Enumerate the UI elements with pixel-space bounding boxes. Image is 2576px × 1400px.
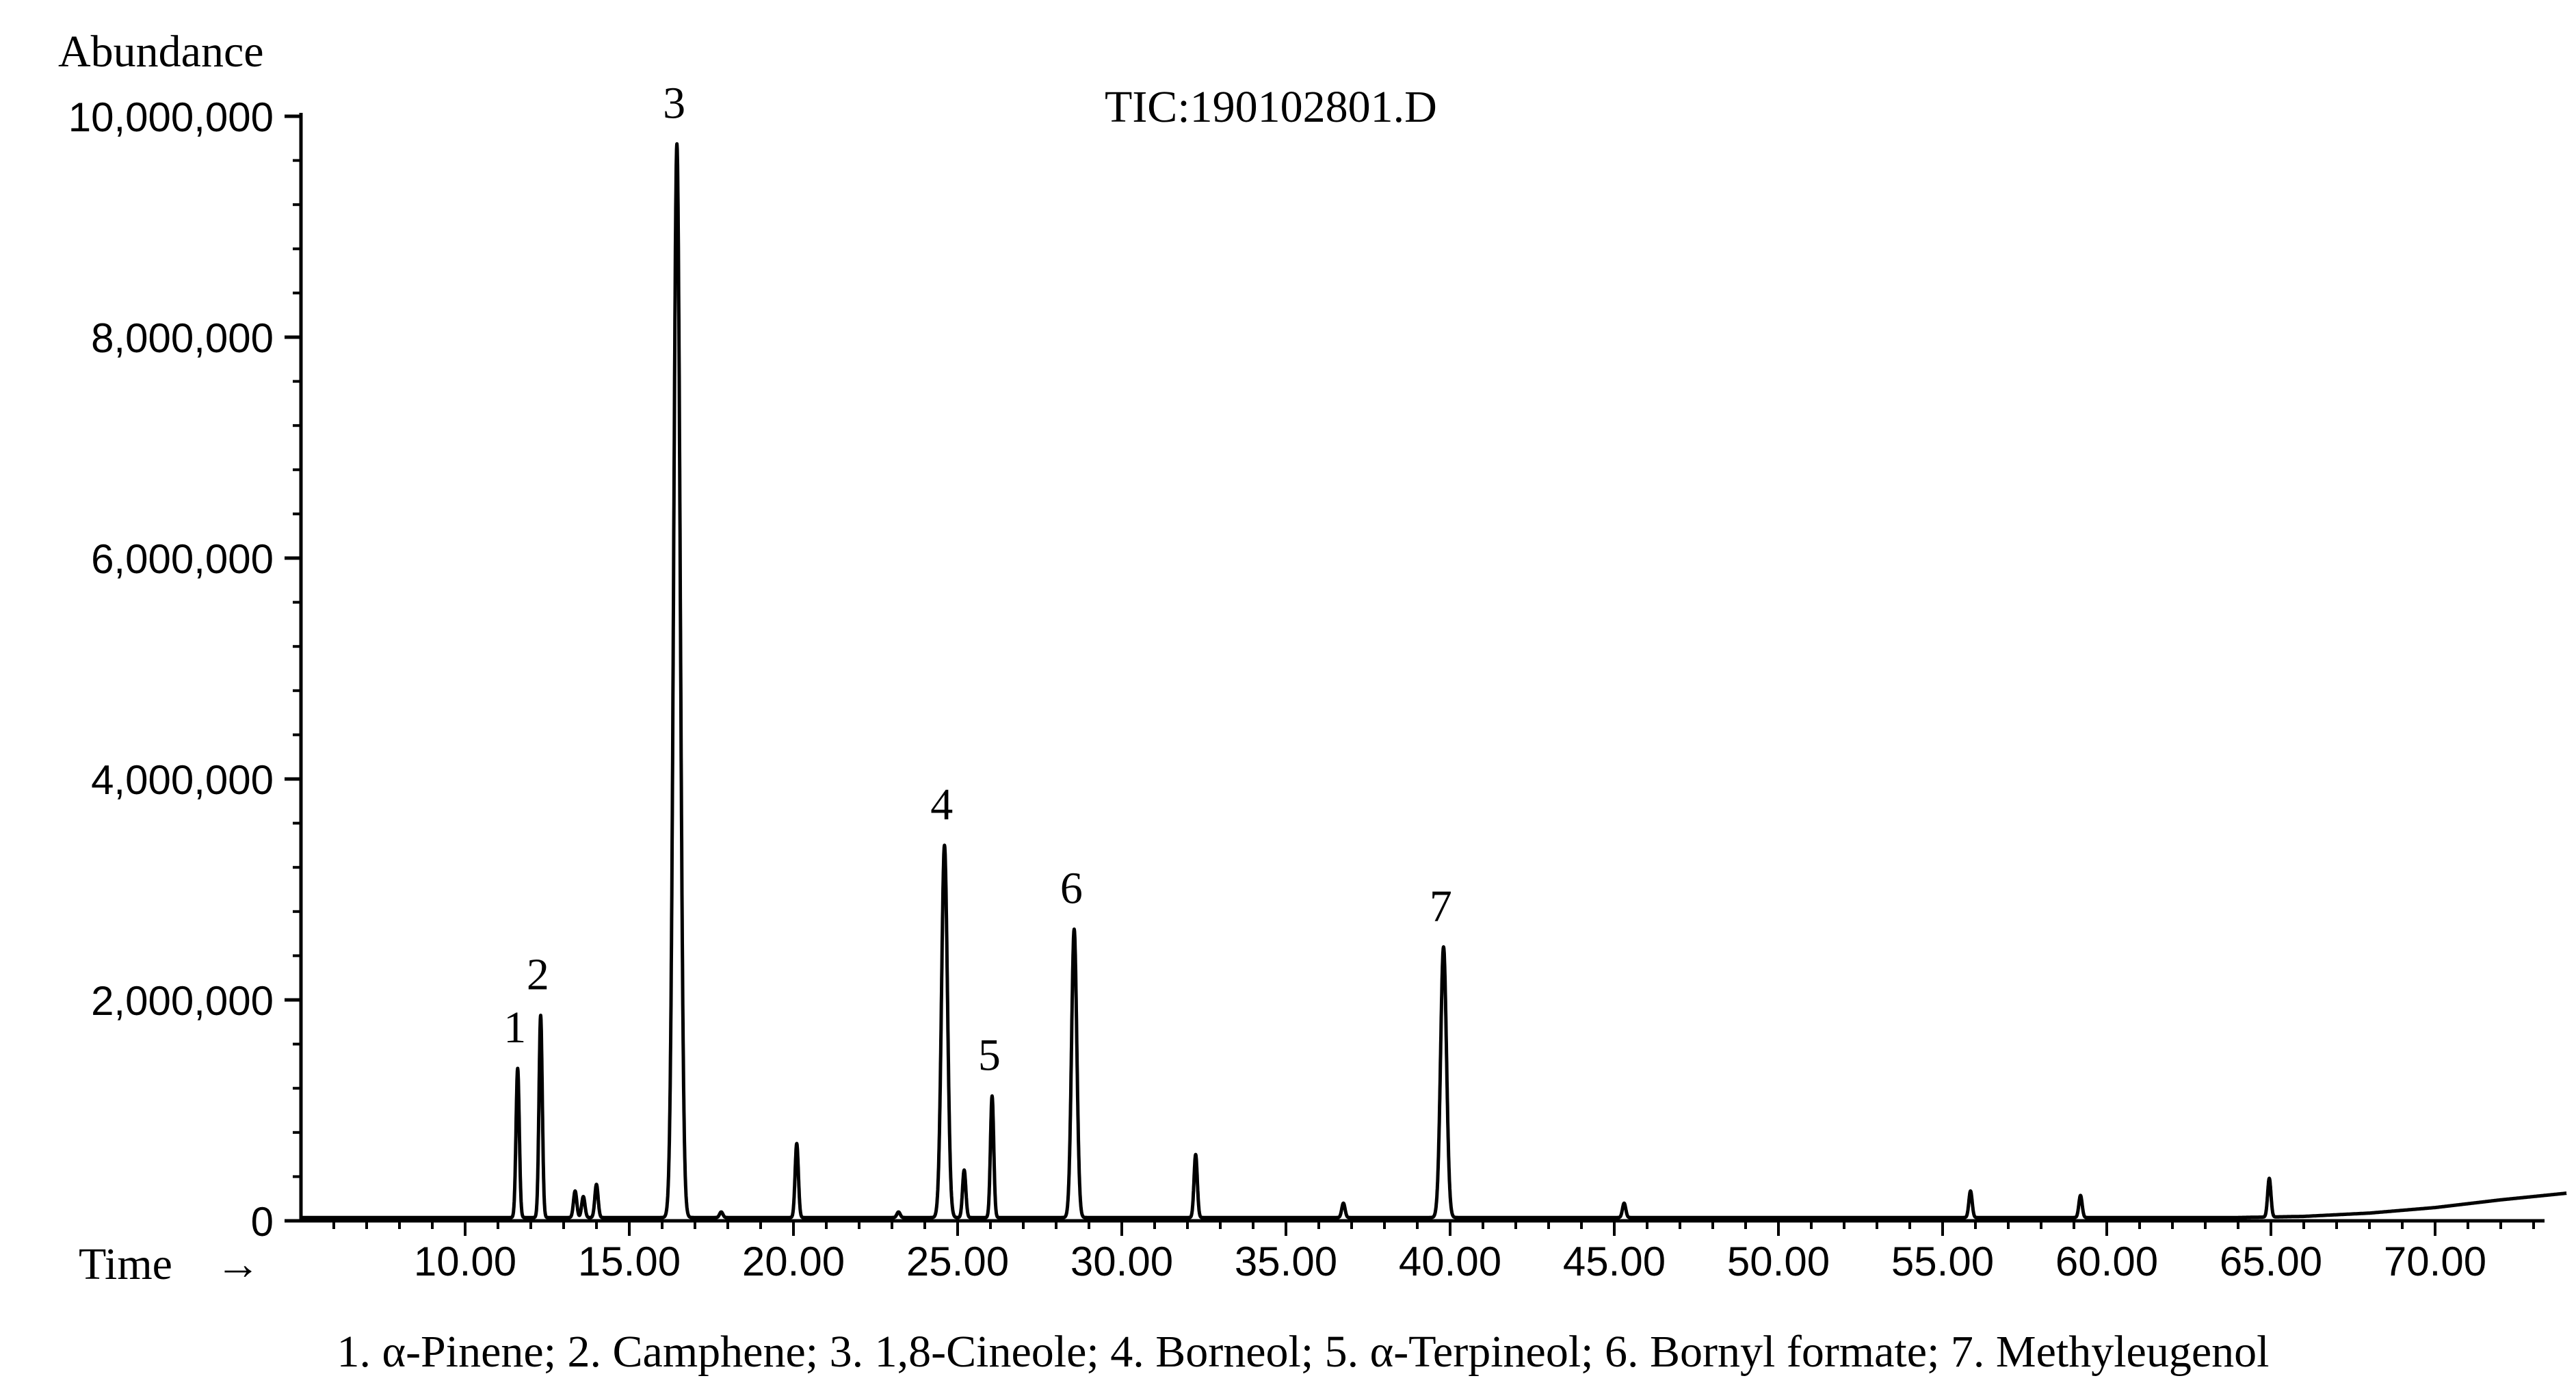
peak-label-2: 2 (527, 950, 549, 1000)
peak-label-4: 4 (930, 780, 953, 830)
peak-label-1: 1 (503, 1003, 526, 1053)
x-tick-label: 25.00 (906, 1239, 1009, 1284)
x-tick-label: 15.00 (578, 1239, 681, 1284)
x-tick-label: 35.00 (1235, 1239, 1337, 1284)
y-axis-ticks: 0 2,000,000 4,000,000 6,000,000 8,000,000 10,… (68, 94, 301, 1245)
y-tick-label: 0 (251, 1199, 274, 1245)
tic-trace (299, 142, 2568, 1219)
y-tick-label: 8,000,000 (91, 315, 274, 361)
x-axis-arrow: → (215, 1239, 261, 1289)
x-tick-label: 10.00 (414, 1239, 516, 1284)
x-tick-label: 70.00 (2384, 1239, 2486, 1284)
x-tick-label: 20.00 (742, 1239, 845, 1284)
peak-label-7: 7 (1430, 881, 1452, 931)
peak-label-3: 3 (663, 78, 685, 128)
compound-legend: 1. α-Pinene; 2. Camphene; 3. 1,8-Cineole… (337, 1327, 2270, 1377)
x-tick-label: 55.00 (1891, 1239, 1994, 1284)
x-tick-label: 30.00 (1070, 1239, 1173, 1284)
y-tick-label: 6,000,000 (91, 536, 274, 582)
x-axis-ticks: 10.00 15.00 20.00 25.00 30.00 35.00 40.00 45.00… (332, 1221, 2535, 1284)
peak-label-5: 5 (978, 1031, 1001, 1081)
y-tick-label: 10,000,000 (68, 94, 274, 140)
peak-labels: 12 3 4 5 6 7 (503, 78, 1452, 1080)
peak-label-6: 6 (1060, 864, 1083, 914)
y-tick-label: 4,000,000 (91, 757, 274, 803)
x-tick-label: 60.00 (2055, 1239, 2158, 1284)
x-tick-label: 50.00 (1727, 1239, 1830, 1284)
y-axis-label: Abundance (58, 27, 264, 77)
y-tick-label: 2,000,000 (91, 978, 274, 1024)
chart-title: TIC:190102801.D (1105, 82, 1437, 132)
x-tick-label: 40.00 (1399, 1239, 1501, 1284)
x-axis-label: Time (79, 1239, 172, 1289)
x-tick-label: 65.00 (2220, 1239, 2322, 1284)
x-tick-label: 45.00 (1563, 1239, 1666, 1284)
